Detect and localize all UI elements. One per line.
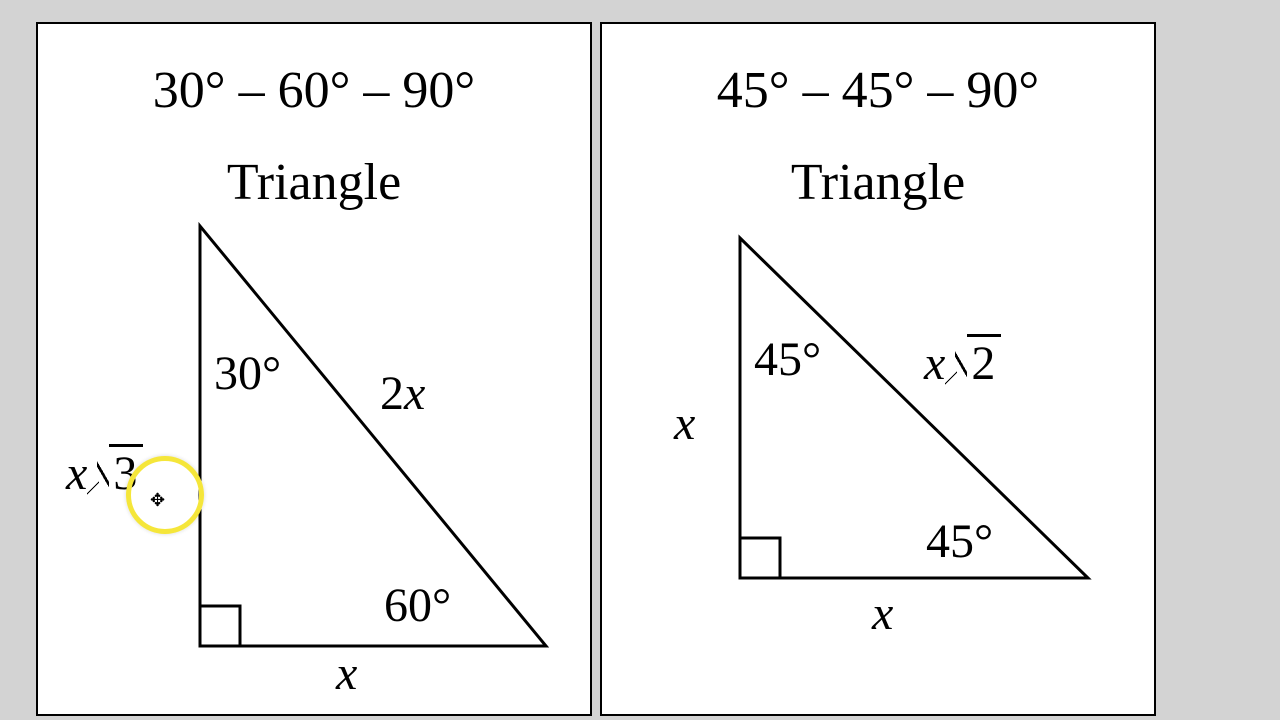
coef-2: 2 — [380, 367, 404, 420]
angle-30-label: 30° — [214, 350, 281, 398]
var-x: x — [924, 337, 945, 390]
angle-60-label: 60° — [384, 582, 451, 630]
geometry-layer — [0, 0, 1280, 720]
base-x-label: x — [336, 650, 357, 698]
radicand-3: 3 — [109, 444, 143, 500]
var-x: x — [404, 367, 425, 420]
var-x: x — [66, 447, 87, 500]
angle-45-br-label: 45° — [926, 518, 993, 566]
radicand-2: 2 — [967, 334, 1001, 390]
hypotenuse-2x-label: 2x — [380, 370, 425, 418]
height-xroot3-label: x3 — [66, 450, 143, 498]
base-x-label-right: x — [872, 590, 893, 638]
height-x-label-right: x — [674, 400, 695, 448]
hypotenuse-xroot2-label: x2 — [924, 340, 1001, 388]
angle-45-top-label: 45° — [754, 336, 821, 384]
